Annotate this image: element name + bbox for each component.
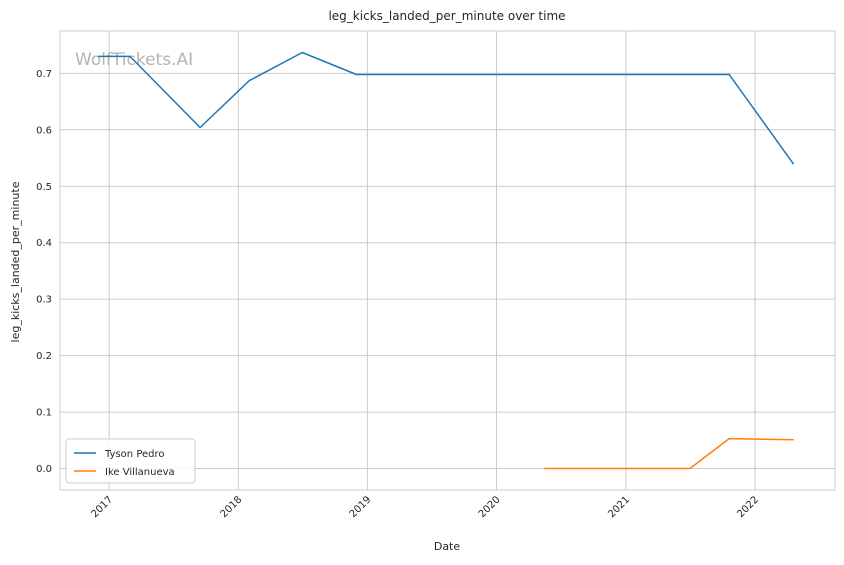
x-tick-label: 2018 — [219, 494, 245, 520]
x-tick-label: 2019 — [348, 494, 374, 520]
plot-area — [59, 30, 836, 491]
x-tick-labels: 2017 2018 2019 2020 2021 2022 — [90, 494, 762, 520]
y-tick-label: 0.2 — [36, 351, 52, 362]
series-lines — [98, 51, 795, 470]
y-tick-label: 0.7 — [36, 69, 52, 80]
y-tick-label: 0.4 — [36, 238, 52, 249]
x-tick-label: 2022 — [735, 494, 761, 520]
legend-label-tyson-pedro: Tyson Pedro — [104, 449, 165, 460]
y-tick-label: 0.1 — [36, 408, 52, 419]
legend-label-ike-villanueva: Ike Villanueva — [105, 467, 175, 478]
legend: Tyson Pedro Ike Villanueva — [65, 438, 196, 484]
y-tick-label: 0.5 — [36, 182, 52, 193]
legend-box — [65, 438, 196, 484]
y-tick-label: 0.0 — [36, 464, 52, 475]
x-tick-label: 2021 — [606, 494, 632, 520]
chart-title: leg_kicks_landed_per_minute over time — [328, 9, 565, 23]
series-line-tyson-pedro — [98, 51, 795, 165]
y-axis-label: leg_kicks_landed_per_minute — [9, 181, 22, 342]
x-tick-label: 2020 — [477, 494, 503, 520]
series-line-ike-villanueva — [544, 437, 794, 470]
x-tick-label: 2017 — [90, 494, 116, 520]
y-tick-label: 0.6 — [36, 125, 52, 136]
y-tick-labels: 0.0 0.1 0.2 0.3 0.4 0.5 0.6 0.7 — [36, 69, 52, 475]
x-axis-label: Date — [434, 540, 461, 553]
y-tick-label: 0.3 — [36, 295, 52, 306]
grid — [60, 31, 835, 490]
